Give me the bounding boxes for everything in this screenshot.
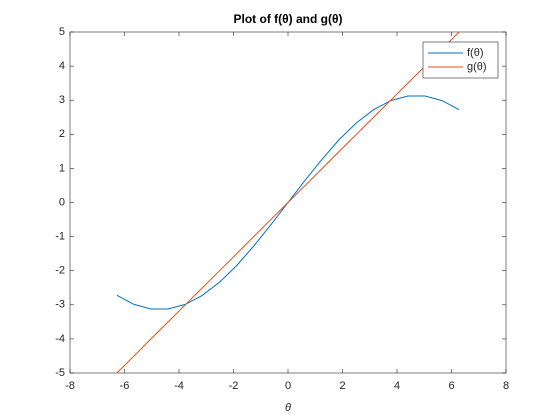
x-tick-label: 0 (285, 380, 291, 392)
x-tick-label: -2 (229, 380, 239, 392)
x-axis-label: θ (285, 402, 291, 414)
y-tick-label: 0 (59, 196, 65, 208)
x-tick-label: 6 (448, 380, 454, 392)
legend-label: g(θ) (467, 61, 487, 73)
y-tick-label: 2 (59, 128, 65, 140)
y-tick-label: 3 (59, 94, 65, 106)
x-tick-label: -6 (120, 380, 130, 392)
y-tick-label: 5 (59, 26, 65, 38)
y-tick-label: -2 (55, 265, 65, 277)
legend-label: f(θ) (467, 47, 484, 59)
y-tick-label: 1 (59, 162, 65, 174)
y-tick-label: -4 (55, 333, 65, 345)
plot-area (116, 32, 460, 373)
x-tick-label: 8 (503, 380, 509, 392)
x-tick-label: -4 (174, 380, 184, 392)
y-tick-label: -5 (55, 367, 65, 379)
series-line (116, 32, 460, 373)
y-tick-label: -3 (55, 299, 65, 311)
x-tick-label: 4 (394, 380, 400, 392)
y-tick-label: -1 (55, 231, 65, 243)
legend-box (422, 41, 499, 79)
x-tick-label: -8 (65, 380, 75, 392)
chart-title: Plot of f(θ) and g(θ) (234, 12, 343, 26)
x-tick-label: 2 (339, 380, 345, 392)
y-tick-label: 4 (59, 60, 65, 72)
